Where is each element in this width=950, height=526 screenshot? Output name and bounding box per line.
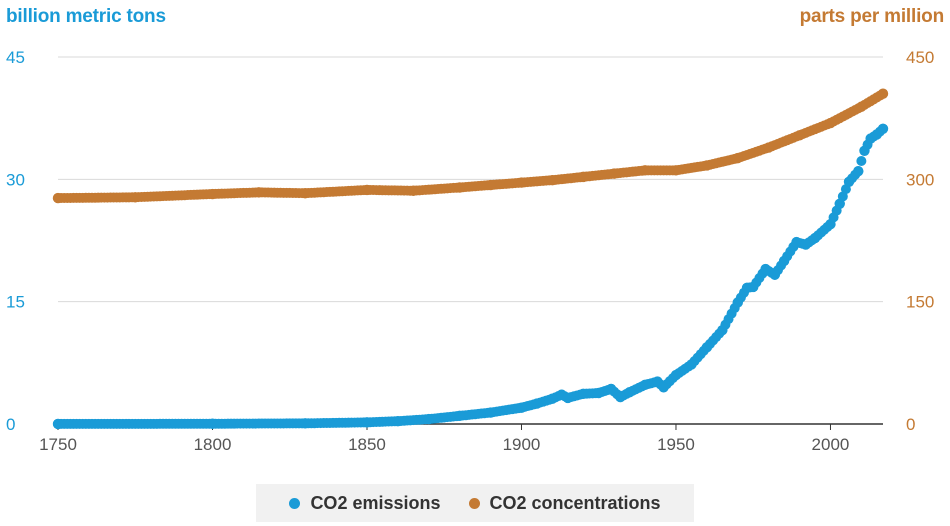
emission-point: [748, 281, 759, 293]
emission-point: [853, 165, 864, 177]
concentration-point: [547, 174, 558, 186]
concentration-point: [516, 177, 527, 188]
emission-point: [516, 402, 527, 413]
emission-point: [207, 418, 218, 429]
emission-point: [299, 418, 311, 429]
emission-point: [562, 392, 574, 404]
legend-swatch-concentrations: [468, 497, 480, 509]
concentration-point: [608, 168, 620, 179]
concentration-point: [578, 171, 589, 183]
concentration-point: [877, 88, 889, 99]
x-tick-label: 1850: [348, 435, 386, 454]
x-tick-label: 1750: [39, 435, 77, 454]
concentration-point: [825, 117, 836, 129]
x-tick-label: 2000: [812, 435, 850, 454]
emission-point: [791, 236, 802, 248]
legend-label-concentrations: CO2 concentrations: [489, 492, 661, 513]
emission-point: [800, 239, 811, 250]
emission-point: [769, 269, 781, 280]
emission-point: [778, 255, 790, 267]
emission-point: [578, 388, 589, 400]
emission-point: [658, 382, 669, 393]
emission-point: [423, 413, 434, 425]
emission-point: [615, 391, 626, 403]
left-axis-title: billion metric tons: [6, 6, 166, 27]
emission-point: [834, 198, 845, 209]
emission-point: [843, 176, 855, 187]
emission-point: [547, 393, 558, 404]
x-tick-label: 1950: [657, 435, 695, 454]
emission-point: [531, 398, 543, 409]
concentration-point: [52, 192, 64, 204]
legend-label-emissions: CO2 emissions: [310, 492, 441, 513]
emission-point: [392, 415, 404, 427]
concentration-point: [856, 101, 867, 112]
concentration-point: [299, 187, 311, 199]
emission-point: [877, 123, 889, 134]
left-tick-label: 30: [6, 170, 25, 189]
emission-point: [859, 145, 870, 156]
concentration-point: [207, 188, 218, 200]
right-axis-title: parts per million: [799, 6, 945, 27]
emission-point: [624, 386, 635, 398]
legend: CO2 emissions CO2 concentrations: [256, 484, 694, 522]
concentration-point: [794, 130, 805, 141]
x-tick-label: 1900: [503, 435, 541, 454]
left-tick-label: 45: [6, 48, 25, 67]
emission-point: [454, 410, 465, 422]
legend-item-concentrations[interactable]: CO2 concentrations: [468, 492, 661, 514]
concentration-point: [130, 192, 141, 203]
right-tick-label: 150: [906, 293, 934, 312]
emission-point: [686, 359, 697, 370]
emission-series: [52, 123, 889, 430]
emission-point: [717, 325, 728, 336]
right-tick-label: 0: [906, 415, 915, 434]
concentration-point: [408, 185, 419, 196]
concentration-point: [763, 142, 774, 153]
emission-point: [485, 407, 496, 418]
x-tick-label: 1800: [194, 435, 232, 454]
concentration-point: [361, 184, 373, 196]
right-tick-label: 450: [906, 48, 934, 67]
right-tick-label: 300: [906, 170, 934, 189]
emission-point: [732, 297, 743, 308]
concentration-series: [52, 88, 889, 204]
emission-point: [825, 218, 836, 230]
gridlines: [57, 56, 883, 430]
left-tick-label: 15: [6, 293, 25, 312]
concentration-point: [485, 179, 496, 191]
concentration-point: [639, 165, 651, 176]
concentration-point: [253, 187, 265, 198]
emission-point: [361, 417, 373, 428]
emission-point: [605, 383, 617, 395]
left-tick-label: 0: [6, 415, 15, 434]
concentration-point: [670, 165, 682, 176]
concentration-point: [454, 182, 465, 193]
emission-point: [52, 418, 64, 430]
emission-point: [639, 379, 651, 391]
emission-point: [760, 263, 771, 275]
concentration-point: [701, 160, 713, 171]
emission-point: [593, 387, 604, 399]
emission-point: [809, 232, 821, 244]
emission-point: [670, 369, 682, 381]
emission-point: [701, 342, 713, 353]
legend-swatch-emissions: [289, 497, 301, 509]
emission-point-trail: [856, 155, 867, 166]
concentration-point: [732, 152, 743, 164]
legend-item-emissions[interactable]: CO2 emissions: [289, 492, 441, 514]
